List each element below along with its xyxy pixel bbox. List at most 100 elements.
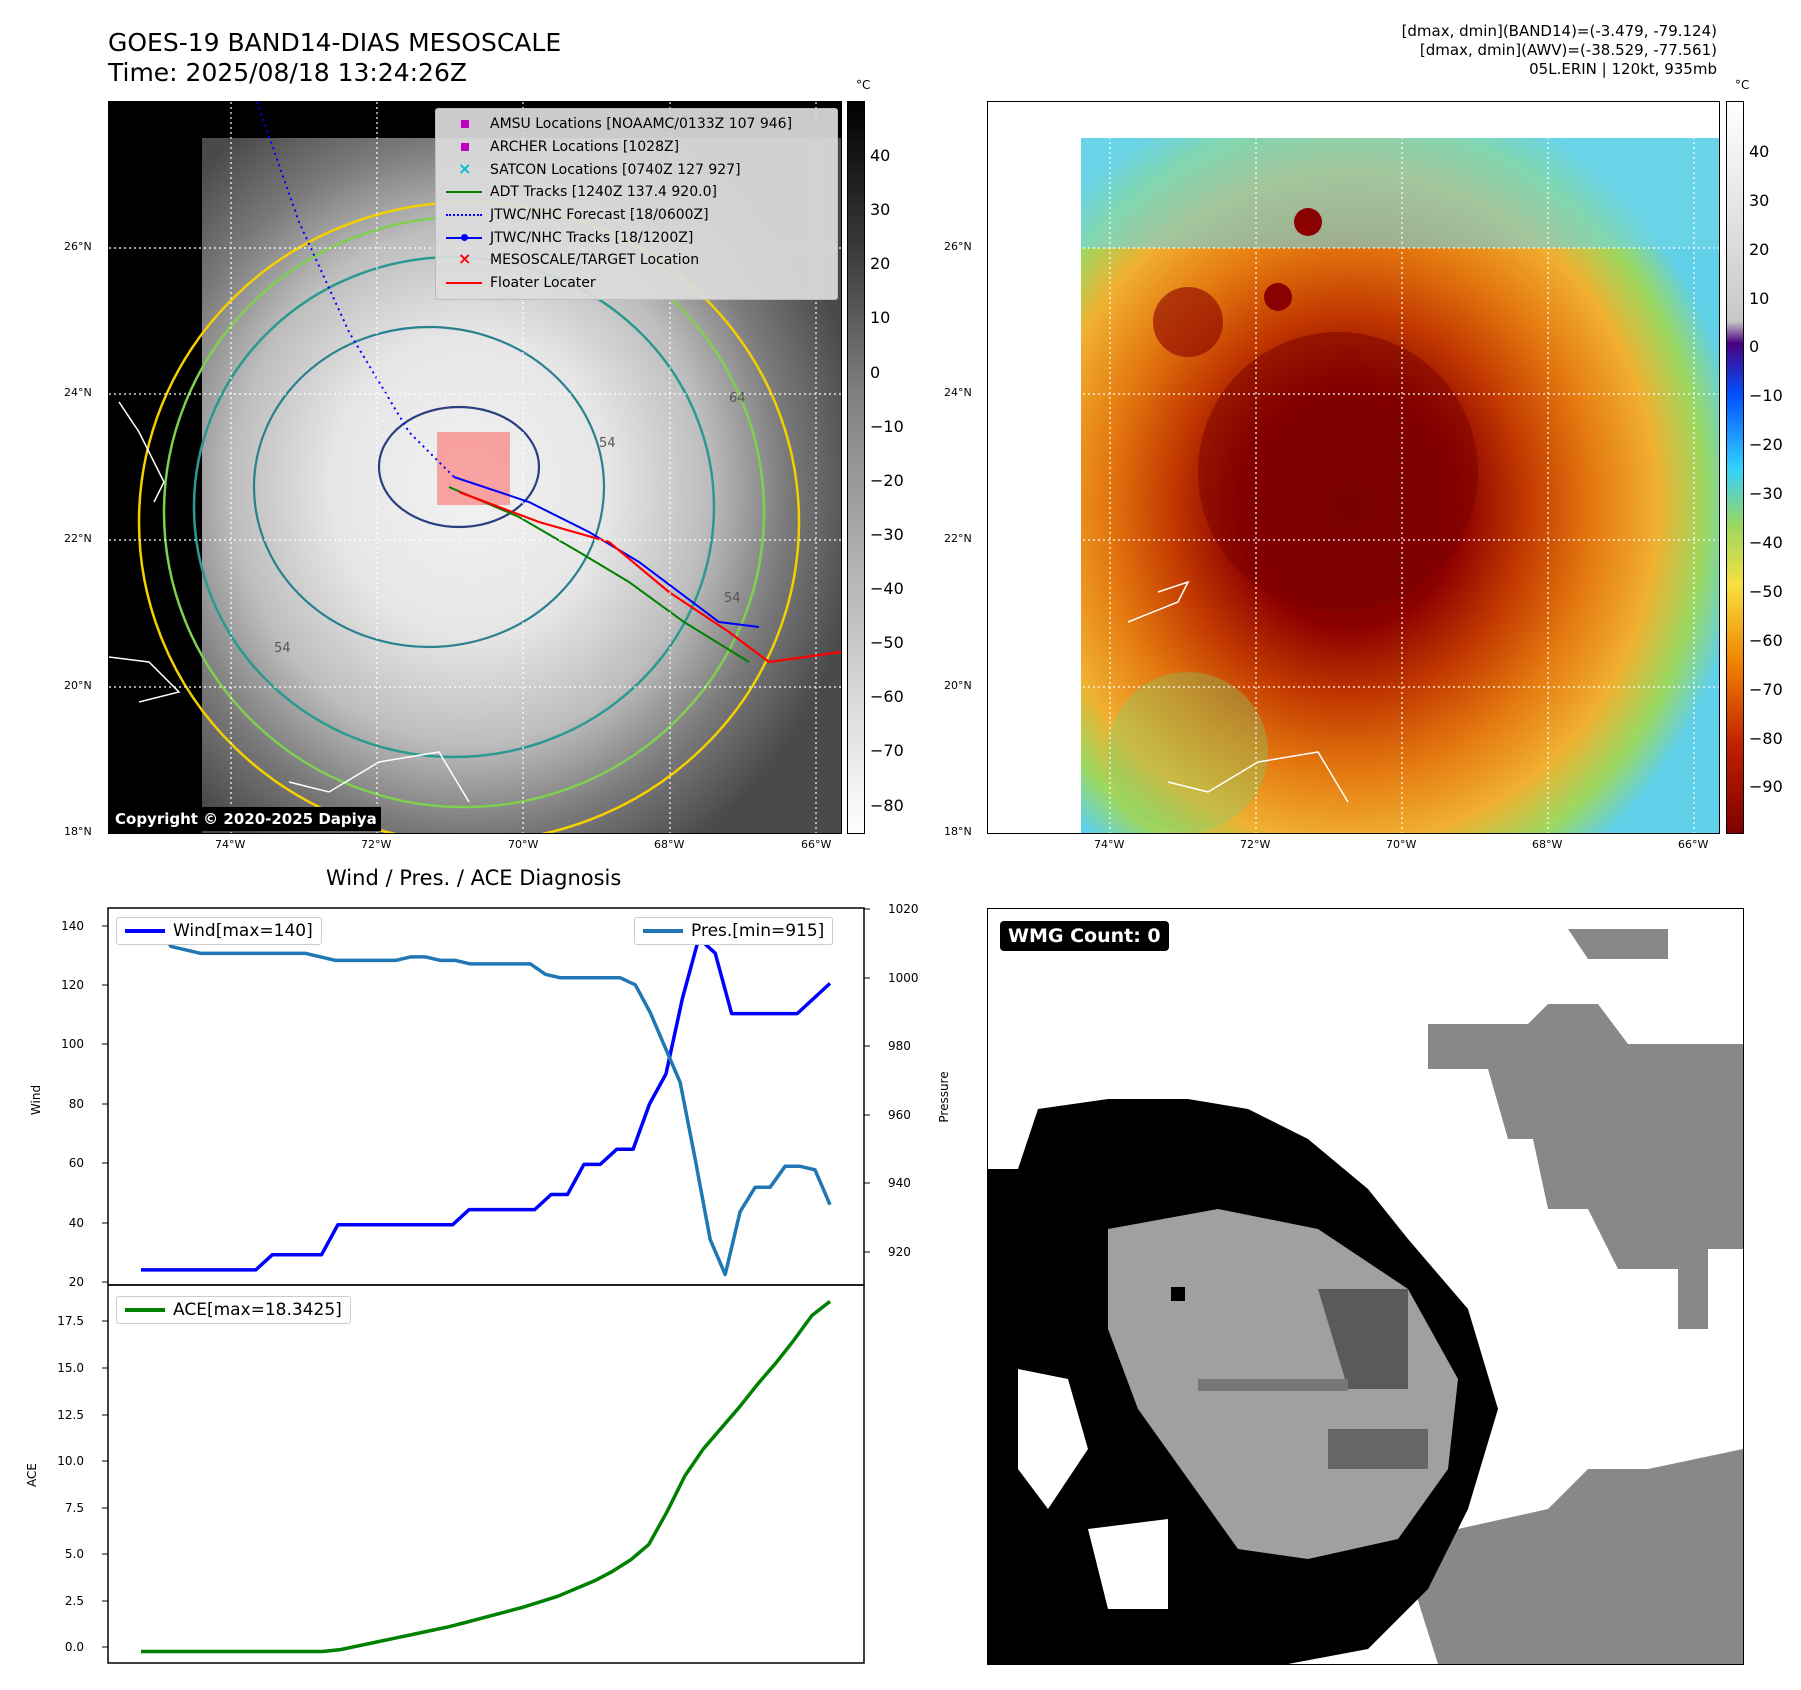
cbar-tick: 0 (870, 363, 881, 382)
dotted-line-icon (444, 207, 484, 223)
contour-label-4: 54 (724, 591, 741, 606)
ace-legend: ACE[max=18.3425] (116, 1296, 351, 1324)
pressure-axis-label: Pressure (937, 1071, 951, 1122)
wind-legend: Wind[max=140] (116, 917, 322, 945)
colorbar-right-unit: °C (1735, 78, 1750, 92)
pressure-legend-label: Pres.[min=915] (691, 921, 825, 941)
cbar-tick: −50 (870, 633, 904, 652)
legend-item-amsu: AMSU Locations [NOAAMC/0133Z 107 946] (444, 113, 829, 136)
ace-tick: 10.0 (57, 1454, 84, 1468)
wind-series (141, 936, 832, 1272)
wind-tick: 80 (69, 1097, 84, 1111)
cbar-tick: 0 (1749, 337, 1760, 356)
wind-panel-title: Wind / Pres. / ACE Diagnosis (326, 866, 622, 890)
ace-tick: 0.0 (65, 1640, 84, 1654)
cbar-tick: −40 (1749, 533, 1783, 552)
cbar-tick: 40 (870, 146, 891, 165)
pres-tick: 960 (888, 1108, 911, 1122)
square-marker-icon (444, 139, 484, 155)
contour-label-3: 54 (274, 641, 291, 656)
legend-label: ADT Tracks [1240Z 137.4 920.0] (490, 184, 717, 201)
lon-label: 70°W (508, 838, 539, 851)
lat-label: 20°N (944, 679, 972, 692)
contour-label-2: 64 (729, 391, 746, 406)
solid-line-icon (444, 275, 484, 291)
x-marker-icon: × (458, 249, 472, 269)
cbar-tick: 10 (870, 308, 891, 327)
cbar-tick: −70 (870, 741, 904, 760)
lon-label: 72°W (1240, 838, 1271, 851)
cbar-tick: −60 (1749, 631, 1783, 650)
pressure-series (141, 923, 832, 1277)
colorbar-right (1726, 101, 1744, 834)
legend-item-mesoscale: × MESOSCALE/TARGET Location (444, 249, 829, 272)
lon-label: 68°W (654, 838, 685, 851)
legend-item-satcon: × SATCON Locations [0740Z 127 927] (444, 158, 829, 181)
lon-label: 74°W (215, 838, 246, 851)
legend-label: Floater Locater (490, 275, 596, 292)
ace-tick: 2.5 (65, 1594, 84, 1608)
map-legend: AMSU Locations [NOAAMC/0133Z 107 946] AR… (435, 108, 838, 300)
cbar-tick: −40 (870, 579, 904, 598)
lon-label: 66°W (1678, 838, 1709, 851)
ace-series (141, 1300, 832, 1654)
legend-label: JTWC/NHC Forecast [18/0600Z] (490, 207, 709, 224)
x-marker-icon: × (458, 158, 472, 178)
legend-label: SATCON Locations [0740Z 127 927] (490, 161, 741, 178)
wmg-image (988, 929, 1743, 1664)
legend-item-archer: ARCHER Locations [1028Z] (444, 136, 829, 159)
pressure-legend: Pres.[min=915] (634, 917, 834, 945)
ace-tick: 12.5 (57, 1408, 84, 1422)
storm-info: 05L.ERIN | 120kt, 935mb (1529, 60, 1717, 78)
wind-axis-label: Wind (29, 1085, 43, 1115)
lat-label: 22°N (64, 532, 92, 545)
cbar-tick: −10 (1749, 386, 1783, 405)
dmax-awv: [dmax, dmin](AWV)=(-38.529, -77.561) (1419, 41, 1717, 59)
awv-map-panel (987, 101, 1720, 834)
wmg-panel: WMG Count: 0 (987, 908, 1744, 1665)
lon-label: 70°W (1386, 838, 1417, 851)
square-marker-icon (444, 116, 484, 132)
ace-tick: 15.0 (57, 1361, 84, 1375)
pres-tick: 980 (888, 1039, 911, 1053)
cbar-tick: 20 (870, 254, 891, 273)
wind-tick: 100 (61, 1037, 84, 1051)
solid-line-icon (444, 184, 484, 200)
lat-label: 22°N (944, 532, 972, 545)
lat-label: 26°N (64, 240, 92, 253)
wmg-count-badge: WMG Count: 0 (1000, 921, 1169, 951)
title-line-1: GOES-19 BAND14-DIAS MESOSCALE (108, 28, 562, 57)
line-swatch-icon (125, 929, 165, 933)
wind-tick: 60 (69, 1156, 84, 1170)
cbar-tick: −80 (870, 796, 904, 815)
legend-item-forecast: JTWC/NHC Forecast [18/0600Z] (444, 204, 829, 227)
legend-label: ARCHER Locations [1028Z] (490, 139, 680, 156)
lat-label: 24°N (64, 386, 92, 399)
legend-label: JTWC/NHC Tracks [18/1200Z] (490, 229, 694, 246)
legend-item-tracks: JTWC/NHC Tracks [18/1200Z] (444, 226, 829, 249)
stats-block: [dmax, dmin](BAND14)=(-3.479, -79.124) [… (1402, 22, 1717, 79)
wind-tick: 20 (69, 1275, 84, 1289)
cbar-tick: −30 (1749, 484, 1783, 503)
cbar-tick: 20 (1749, 240, 1770, 259)
pres-tick: 920 (888, 1245, 911, 1259)
cbar-tick: −70 (1749, 680, 1783, 699)
ace-tick: 17.5 (57, 1314, 84, 1328)
legend-item-floater: Floater Locater (444, 272, 829, 295)
dmax-band14: [dmax, dmin](BAND14)=(-3.479, -79.124) (1401, 22, 1717, 40)
title-line-2: Time: 2025/08/18 13:24:26Z (108, 58, 467, 87)
ace-tick: 5.0 (65, 1547, 84, 1561)
lat-label: 20°N (64, 679, 92, 692)
ace-line (141, 1300, 832, 1654)
contour-label-1: 54 (599, 436, 616, 451)
legend-label: MESOSCALE/TARGET Location (490, 252, 700, 269)
colorbar-left-unit: °C (856, 78, 871, 92)
wind-tick: 140 (61, 919, 84, 933)
lon-label: 74°W (1094, 838, 1125, 851)
cbar-tick: −60 (870, 687, 904, 706)
copyright-label: Copyright © 2020-2025 Dapiya (111, 807, 381, 831)
pres-tick: 940 (888, 1176, 911, 1190)
cbar-tick: −30 (870, 525, 904, 544)
lon-label: 72°W (361, 838, 392, 851)
